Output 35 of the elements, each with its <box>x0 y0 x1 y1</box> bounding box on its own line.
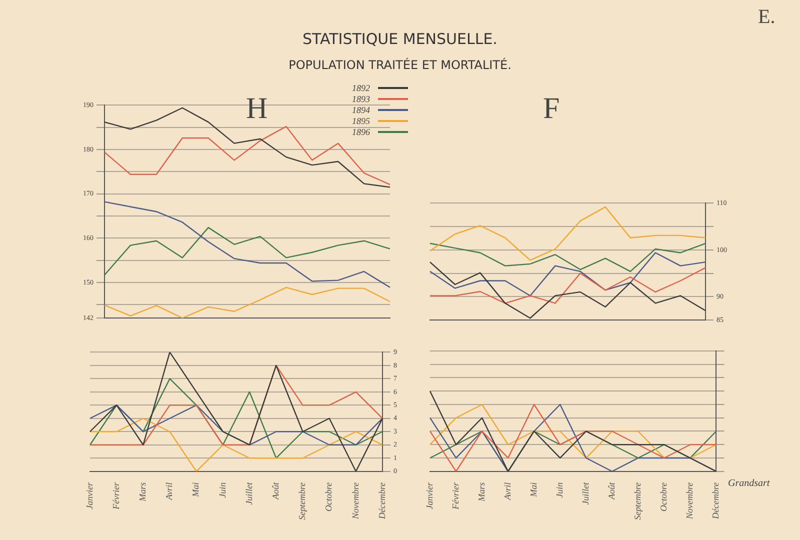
x-tick-label: Septembre <box>297 482 308 520</box>
legend-label: 1895 <box>352 116 370 126</box>
chart-subtitle: POPULATION TRAITÉE ET MORTALITÉ. <box>288 58 512 72</box>
x-tick-label: Mai <box>528 482 538 498</box>
legend-label: 1896 <box>352 126 370 136</box>
x-tick-label: Décembre <box>376 482 387 520</box>
x-tick-label: Mars <box>476 482 486 502</box>
x-tick-label: Février <box>450 482 460 510</box>
legend-label: 1894 <box>352 104 370 114</box>
x-tick-label: Juillet <box>244 482 254 505</box>
x-tick-label: Octobre <box>324 482 334 512</box>
x-tick-label: Août <box>270 482 280 500</box>
x-tick-label: Avril <box>164 482 174 501</box>
x-tick-label: Juin <box>217 482 228 498</box>
x-tick-label: Septembre <box>632 482 643 520</box>
legend-label: 1892 <box>352 82 370 92</box>
chart-title: STATISTIQUE MENSUELLE. <box>302 30 498 48</box>
x-tick-label: Mars <box>138 482 148 502</box>
x-tick-label: Juillet <box>580 482 590 505</box>
x-tick-label: Novembre <box>684 482 695 520</box>
x-tick-label: Août <box>606 482 616 500</box>
text: Grandsart <box>728 478 770 489</box>
x-tick-label: Octobre <box>658 482 669 512</box>
legend-label: 1893 <box>352 94 370 104</box>
text: F <box>543 92 560 126</box>
x-tick-label: Décembre <box>710 482 721 520</box>
text: E. <box>758 6 776 29</box>
x-tick-label: Juin <box>554 482 564 498</box>
x-tick-label: Février <box>110 482 121 510</box>
annotation: H <box>246 92 268 126</box>
x-tick-label: Avril <box>502 482 512 501</box>
x-tick-label: Janvier <box>424 482 434 510</box>
x-tick-label: Novembre <box>350 482 360 520</box>
x-tick-label: Janvier <box>84 482 94 510</box>
x-tick-label: Mai <box>190 482 201 498</box>
